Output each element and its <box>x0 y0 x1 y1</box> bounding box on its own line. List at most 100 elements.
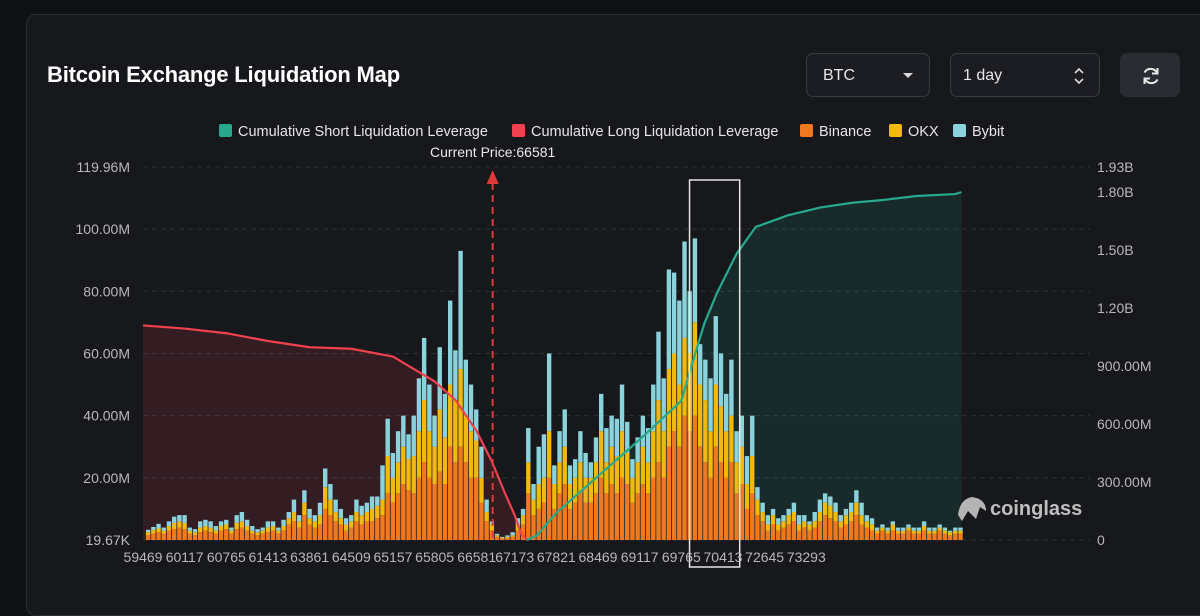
legend-swatch <box>889 124 902 137</box>
bar-bybit <box>859 502 864 516</box>
bar-bybit <box>708 378 713 432</box>
bar-binance <box>442 484 448 540</box>
x-tick-label: 60765 <box>207 549 246 565</box>
bar-binance <box>536 508 541 540</box>
bar-binance <box>229 533 234 540</box>
bar-bybit <box>942 527 948 531</box>
bar-bybit <box>697 344 703 385</box>
bar-binance <box>531 515 536 540</box>
range-select[interactable]: 1 day <box>950 53 1100 97</box>
x-axis: 59469 60117 60765 61413 63861 64509 65157 65805… <box>124 549 826 565</box>
bar-bybit <box>869 518 875 525</box>
bar-binance <box>255 535 260 540</box>
bar-binance <box>786 524 791 540</box>
left-tick-label: 119.96M <box>77 159 130 175</box>
bar-binance <box>166 530 172 540</box>
x-tick-label: 64509 <box>332 549 371 565</box>
bar-binance <box>864 527 869 540</box>
bar-okx <box>786 515 791 525</box>
bar-okx <box>286 518 291 525</box>
bar-okx <box>911 530 916 534</box>
bar-okx <box>432 446 437 485</box>
bar-bybit <box>218 521 224 527</box>
bar-okx <box>338 518 344 525</box>
bar-okx <box>729 415 734 463</box>
x-tick-label: 61413 <box>249 549 288 565</box>
bar-binance <box>921 530 927 540</box>
bar-binance <box>286 524 291 540</box>
bar-binance <box>953 533 958 540</box>
bar-bybit <box>890 521 896 525</box>
bar-okx <box>796 524 802 531</box>
bar-binance <box>270 530 276 540</box>
bar-okx <box>822 502 828 516</box>
bar-binance <box>833 521 838 540</box>
bar-binance <box>161 533 166 540</box>
bar-binance <box>328 515 333 540</box>
bar-bybit <box>718 353 724 407</box>
bar-okx <box>427 431 432 478</box>
bar-binance <box>583 502 588 540</box>
bar-okx <box>838 521 843 528</box>
bar-bybit <box>796 515 802 525</box>
bar-okx <box>198 527 203 533</box>
coin-select-value: BTC <box>823 67 855 84</box>
bar-okx <box>895 530 901 534</box>
bar-okx <box>474 440 479 478</box>
bar-bybit <box>380 465 385 500</box>
bar-binance <box>151 533 156 540</box>
current-price-arrow <box>486 170 499 184</box>
bar-bybit <box>161 527 166 531</box>
legend-swatch <box>219 124 232 137</box>
bar-bybit <box>593 437 599 463</box>
bar-binance <box>848 521 854 540</box>
bar-bybit <box>854 490 859 503</box>
bar-okx <box>812 521 817 528</box>
bar-bybit <box>557 431 562 463</box>
bar-binance <box>750 493 755 540</box>
bar-bybit <box>447 300 453 385</box>
bar-okx <box>494 535 500 537</box>
bar-binance <box>432 484 437 540</box>
bar-okx <box>437 409 442 472</box>
bar-okx <box>546 431 552 478</box>
bar-okx <box>927 530 932 534</box>
bar-binance <box>609 484 614 540</box>
refresh-button[interactable] <box>1120 53 1180 97</box>
long-cumulative-line <box>142 324 528 541</box>
bar-binance <box>916 533 922 540</box>
bar-okx <box>182 522 187 530</box>
bar-bybit <box>625 421 630 453</box>
bar-bybit <box>927 527 932 531</box>
bar-bybit <box>911 527 916 531</box>
bar-binance <box>208 532 213 540</box>
bar-bybit <box>244 519 250 527</box>
bar-okx <box>239 521 245 528</box>
coin-select[interactable]: BTC <box>806 53 930 97</box>
left-axis: 19.67K 20.00M 40.00M 60.00M 80.00M 100.00M 119… <box>76 159 131 548</box>
bar-bybit <box>713 316 718 385</box>
bar-okx <box>349 521 354 528</box>
bar-bybit <box>427 384 432 432</box>
bar-okx <box>677 384 682 447</box>
bar-okx <box>932 530 937 534</box>
bar-bybit <box>369 496 375 509</box>
bar-binance <box>885 533 890 540</box>
bar-bybit <box>463 359 469 416</box>
bar-bybit <box>385 418 390 457</box>
bar-binance <box>562 484 567 540</box>
bar-bybit <box>614 418 620 457</box>
bar-bybit <box>302 490 307 503</box>
current-price-marker: Current Price:66581 <box>430 144 556 538</box>
bar-bybit <box>333 499 338 513</box>
bar-binance <box>281 530 286 540</box>
bar-binance <box>791 521 797 540</box>
x-tick-label: 65805 <box>415 549 454 565</box>
bar-okx <box>375 505 380 519</box>
bar-okx <box>291 512 297 522</box>
bar-bybit <box>552 465 557 485</box>
liquidation-chart: Current Price:66581 Cumulative Short Liq… <box>76 124 1151 568</box>
bar-bybit <box>791 502 797 513</box>
bar-bybit <box>250 526 255 531</box>
bar-okx <box>906 527 911 531</box>
